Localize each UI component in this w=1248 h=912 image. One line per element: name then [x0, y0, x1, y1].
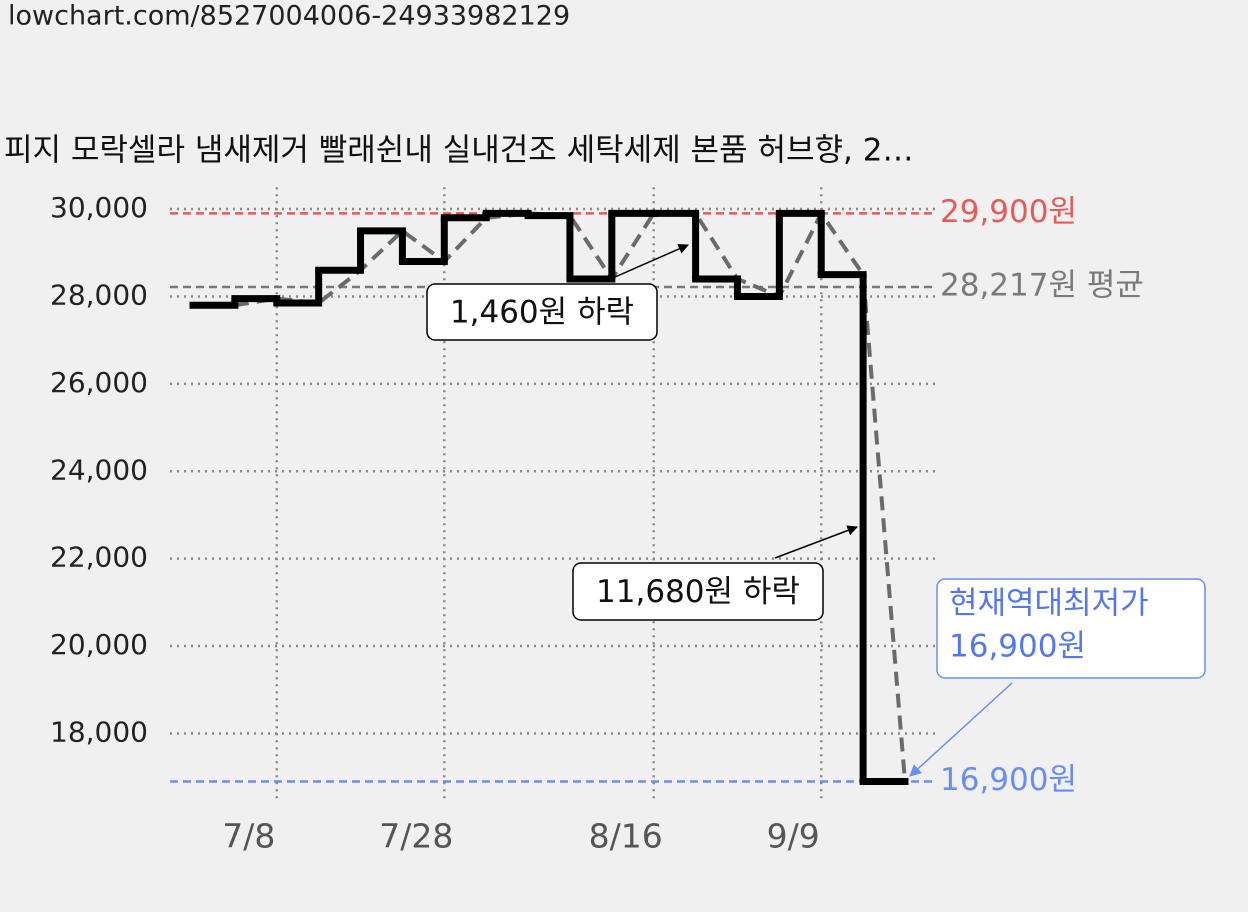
annotation-text: 현재역대최저가	[949, 586, 1149, 622]
y-tick-label: 30,000	[50, 191, 148, 224]
annotation-arrow	[614, 243, 689, 278]
annotation-box	[572, 562, 824, 621]
annotation-text: 16,900원	[949, 629, 1086, 665]
url: lowchart.com/8527004006-24933982129	[8, 1, 570, 32]
y-tick-label: 28,000	[50, 278, 148, 311]
annotation-arrow	[774, 525, 858, 559]
x-tick-label: 7/8	[222, 817, 275, 856]
reference-label: 16,900원	[940, 762, 1077, 798]
y-tick-label: 22,000	[50, 541, 148, 574]
x-tick-label: 8/16	[589, 817, 663, 856]
trend-line	[234, 209, 907, 782]
annotation-box	[936, 578, 1206, 679]
annotation-box	[426, 283, 658, 341]
x-tick-label: 7/28	[379, 817, 453, 856]
y-tick-label: 20,000	[50, 628, 148, 661]
y-tick-label: 24,000	[50, 453, 148, 486]
x-tick-label: 9/9	[767, 817, 820, 856]
reference-label: 29,900원	[940, 194, 1077, 230]
y-tick-label: 26,000	[50, 366, 148, 399]
y-tick-label: 18,000	[50, 715, 148, 748]
annotation-text: 1,460원 하락	[450, 295, 634, 331]
chart-title: 피지 모락셀라 냄새제거 빨래쉰내 실내건조 세탁세제 본품 허브향, 2…	[4, 133, 913, 169]
reference-label: 28,217원 평균	[940, 267, 1144, 303]
annotation-arrow	[909, 682, 1013, 777]
annotation-text: 11,680원 하락	[596, 574, 800, 610]
